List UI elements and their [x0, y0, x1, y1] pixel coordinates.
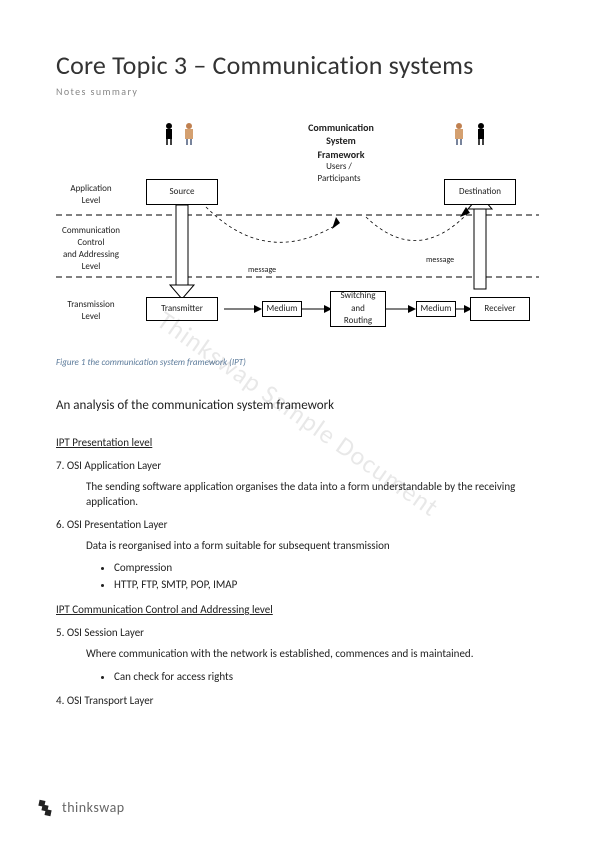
page-title: Core Topic 3 – Communication systems — [56, 48, 539, 83]
layer5-bullets: Can check for access rights — [114, 670, 539, 685]
layer7-title: 7. OSI Application Layer — [56, 459, 539, 474]
message-label-2: message — [426, 255, 454, 266]
list-item: HTTP, FTP, SMTP, POP, IMAP — [114, 578, 539, 593]
list-item: Compression — [114, 561, 539, 576]
level-ccal: Communication Control and Addressing Lev… — [52, 225, 130, 274]
analysis-heading: An analysis of the communication system … — [56, 397, 539, 415]
node-medium1: Medium — [262, 301, 302, 317]
page-subtitle: Notes summary — [56, 85, 539, 99]
level-transmission: Transmission Level — [52, 299, 130, 323]
message-label-1: message — [248, 265, 276, 276]
ipt-presentation-heading: IPT Presentation level — [56, 436, 539, 451]
framework-diagram: Communication System Framework Users / P… — [56, 117, 539, 347]
footer-text: thinkswap — [62, 799, 125, 818]
node-transmitter: Transmitter — [146, 297, 218, 321]
node-switching: Switching and Routing — [330, 291, 386, 327]
thinkswap-logo-icon — [34, 797, 56, 819]
level-application: Application Level — [52, 183, 130, 207]
node-destination: Destination — [444, 179, 516, 205]
node-receiver: Receiver — [470, 297, 530, 321]
layer6-bullets: Compression HTTP, FTP, SMTP, POP, IMAP — [114, 561, 539, 593]
diagram-title: Communication System Framework — [286, 121, 396, 162]
footer: thinkswap — [34, 797, 125, 819]
node-source: Source — [146, 179, 218, 205]
list-item: Can check for access rights — [114, 670, 539, 685]
layer7-body: The sending software application organis… — [86, 480, 539, 510]
figure-caption: Figure 1 the communication system framew… — [56, 357, 539, 369]
layer5-body: Where communication with the network is … — [86, 647, 539, 662]
layer6-body: Data is reorganised into a form suitable… — [86, 539, 539, 554]
layer4-title: 4. OSI Transport Layer — [56, 694, 539, 709]
node-medium2: Medium — [416, 301, 456, 317]
ipt-ccal-heading: IPT Communication Control and Addressing… — [56, 603, 539, 618]
layer6-title: 6. OSI Presentation Layer — [56, 518, 539, 533]
users-label: Users / Participants — [304, 161, 374, 185]
layer5-title: 5. OSI Session Layer — [56, 626, 539, 641]
